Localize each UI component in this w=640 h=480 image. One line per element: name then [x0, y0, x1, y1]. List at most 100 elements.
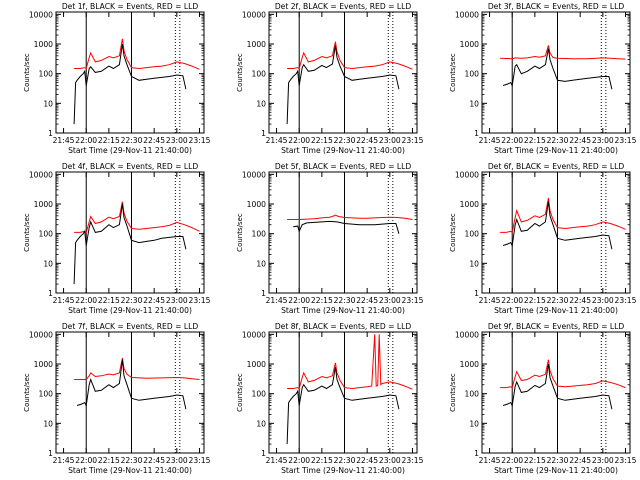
y-axis-label: Counts/sec [23, 53, 31, 92]
x-tick-label: 23:00 [379, 136, 401, 145]
y-tick-label: 10000 [242, 330, 266, 339]
x-tick-label: 22:30 [334, 136, 356, 145]
x-tick-label: 21:45 [266, 456, 288, 465]
x-tick-label: 22:15 [311, 296, 333, 305]
x-tick-label: 23:00 [379, 296, 401, 305]
y-tick-label: 10 [469, 419, 479, 428]
y-tick-label: 1 [48, 129, 53, 138]
x-tick-label: 22:00 [501, 296, 523, 305]
y-tick-label: 100 [465, 390, 480, 399]
y-tick-label: 1000 [460, 40, 479, 49]
x-tick-label: 23:00 [592, 296, 614, 305]
x-tick-label: 21:45 [266, 136, 288, 145]
x-tick-label: 23:15 [615, 296, 637, 305]
x-axis-label: Start Time (29-Nov-11 21:40:00) [68, 146, 192, 155]
x-tick-label: 22:15 [98, 296, 120, 305]
panel-det-8: Det 8f, BLACK = Events, RED = LLD 21:45 22… [236, 322, 424, 475]
x-tick-label: 23:00 [592, 136, 614, 145]
events-series-line [502, 363, 613, 410]
events-series-line [73, 203, 187, 285]
plot-frame [481, 171, 631, 294]
x-tick-label: 22:00 [501, 136, 523, 145]
x-tick-label: 22:30 [121, 136, 143, 145]
y-tick-label: 100 [252, 70, 267, 79]
lld-series-line [500, 197, 626, 234]
events-series-line [502, 201, 613, 250]
x-tick-label: 22:45 [143, 136, 165, 145]
x-tick-label: 22:30 [334, 296, 356, 305]
x-tick-label: 22:30 [547, 136, 569, 145]
y-tick-label: 1 [474, 289, 479, 298]
x-tick-label: 23:15 [189, 296, 211, 305]
x-tick-label: 23:15 [615, 456, 637, 465]
x-tick-label: 22:15 [98, 456, 120, 465]
y-tick-label: 10 [43, 419, 53, 428]
y-tick-label: 10000 [29, 170, 53, 179]
x-axis-label: Start Time (29-Nov-11 21:40:00) [68, 466, 192, 475]
plot-frame [481, 11, 631, 134]
x-axis-label: Start Time (29-Nov-11 21:40:00) [494, 466, 618, 475]
y-tick-label: 1000 [247, 200, 266, 209]
x-axis-label: Start Time (29-Nov-11 21:40:00) [281, 146, 405, 155]
x-tick-label: 21:45 [53, 296, 75, 305]
y-tick-label: 1000 [460, 200, 479, 209]
panel-title: Det 4f, BLACK = Events, RED = LLD [62, 162, 199, 171]
x-tick-label: 23:00 [166, 456, 188, 465]
x-tick-label: 23:15 [189, 136, 211, 145]
y-tick-label: 10000 [242, 170, 266, 179]
x-tick-label: 22:45 [356, 296, 378, 305]
y-tick-label: 10 [43, 259, 53, 268]
y-tick-label: 100 [465, 70, 480, 79]
y-tick-label: 100 [39, 70, 54, 79]
x-tick-label: 21:45 [266, 296, 288, 305]
y-axis-label: Counts/sec [449, 373, 457, 412]
y-tick-label: 1000 [34, 360, 53, 369]
plot-frame [268, 171, 418, 294]
x-tick-label: 23:15 [615, 136, 637, 145]
panel-title: Det 6f, BLACK = Events, RED = LLD [488, 162, 625, 171]
y-tick-label: 100 [252, 390, 267, 399]
panel-title: Det 8f, BLACK = Events, RED = LLD [275, 322, 412, 331]
x-tick-label: 23:15 [402, 136, 424, 145]
panel-title: Det 1f, BLACK = Events, RED = LLD [62, 2, 199, 11]
y-tick-label: 1 [474, 129, 479, 138]
y-tick-label: 1000 [247, 40, 266, 49]
x-tick-label: 22:15 [98, 136, 120, 145]
panel-title: Det 7f, BLACK = Events, RED = LLD [62, 322, 199, 331]
y-tick-label: 10 [256, 259, 266, 268]
x-axis-label: Start Time (29-Nov-11 21:40:00) [494, 306, 618, 315]
panel-title: Det 3f, BLACK = Events, RED = LLD [488, 2, 625, 11]
panel-title: Det 5f, BLACK = Events, RED = LLD [275, 162, 412, 171]
y-axis-label: Counts/sec [449, 213, 457, 252]
y-tick-label: 1 [474, 449, 479, 458]
y-tick-label: 10 [256, 99, 266, 108]
x-tick-label: 22:45 [356, 136, 378, 145]
y-tick-label: 10000 [29, 10, 53, 19]
x-tick-label: 21:45 [53, 456, 75, 465]
lld-series-line [287, 214, 413, 220]
x-tick-label: 22:30 [334, 456, 356, 465]
y-tick-label: 1 [48, 449, 53, 458]
x-tick-label: 22:15 [524, 456, 546, 465]
events-series-line [286, 45, 400, 125]
y-tick-label: 10000 [29, 330, 53, 339]
y-tick-label: 100 [39, 230, 54, 239]
x-tick-label: 22:00 [75, 296, 97, 305]
y-tick-label: 100 [252, 230, 267, 239]
y-tick-label: 10 [469, 259, 479, 268]
y-tick-label: 1 [261, 449, 266, 458]
y-tick-label: 100 [39, 390, 54, 399]
events-series-line [502, 48, 613, 90]
y-tick-label: 1 [261, 289, 266, 298]
events-series-line [76, 359, 187, 410]
panel-title: Det 9f, BLACK = Events, RED = LLD [488, 322, 625, 331]
x-tick-label: 21:45 [479, 456, 501, 465]
plot-frame [55, 11, 205, 134]
x-tick-label: 23:00 [592, 456, 614, 465]
x-tick-label: 22:45 [569, 136, 591, 145]
